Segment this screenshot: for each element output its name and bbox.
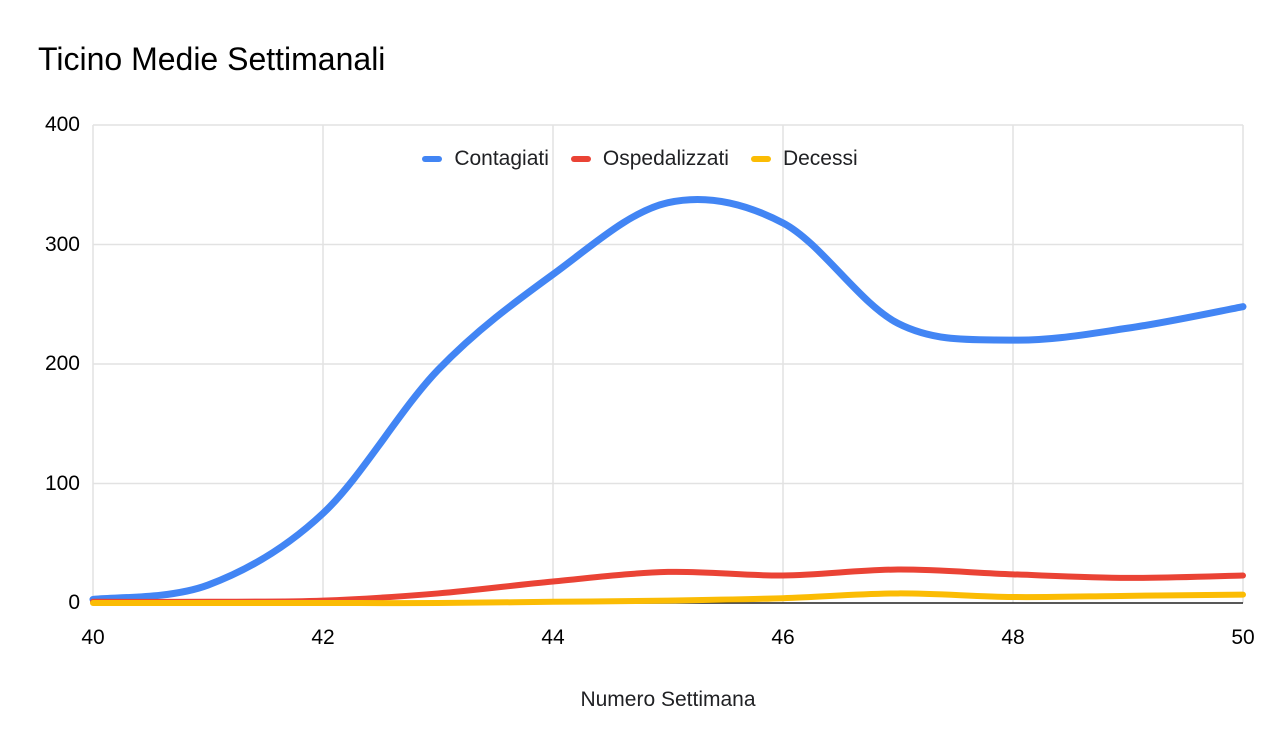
- x-tick-label: 46: [771, 626, 795, 649]
- x-tick-label: 42: [311, 626, 335, 649]
- series-line-contagiati: [89, 195, 1247, 603]
- y-tick-label: 400: [44, 113, 80, 136]
- x-axis-title: Numero Settimana: [580, 688, 756, 711]
- y-tick-label: 200: [44, 352, 80, 375]
- y-tick-label: 0: [68, 591, 80, 614]
- x-tick-label: 40: [81, 626, 105, 649]
- x-tick-label: 44: [541, 626, 565, 649]
- chart-title: Ticino Medie Settimanali: [38, 41, 386, 77]
- x-tick-label: 48: [1001, 626, 1025, 649]
- y-tick-label: 100: [44, 471, 80, 495]
- y-tick-label: 300: [44, 232, 80, 256]
- x-tick-label: 50: [1231, 626, 1255, 649]
- series-line-decessi: [90, 590, 1246, 607]
